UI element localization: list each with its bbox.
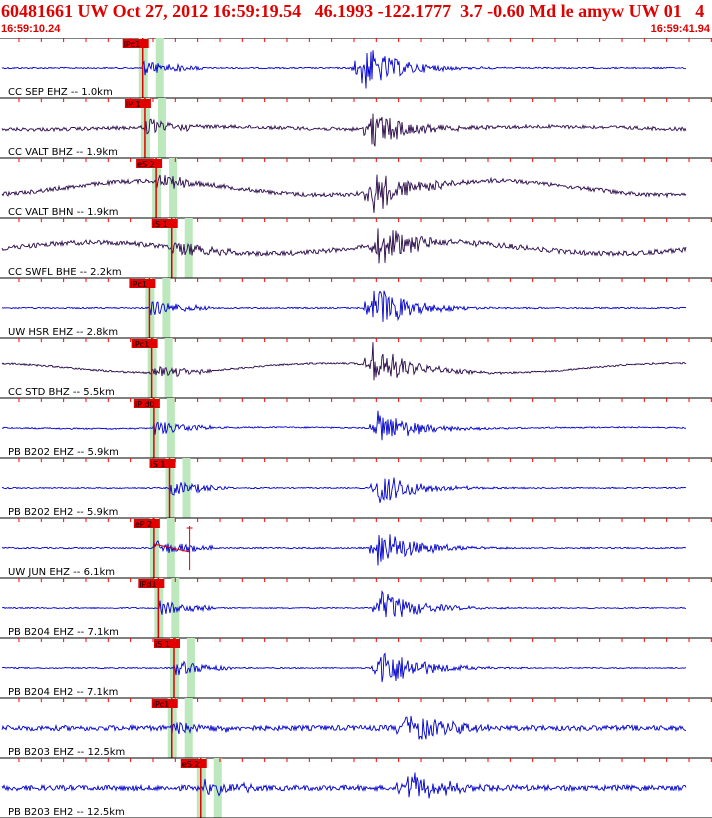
trace-row[interactable]: iP d0 PB B202 EHZ -- 5.9km (0, 397, 712, 458)
station-label: PB B204 EHZ -- 7.1km (8, 627, 119, 638)
station-label: CC VALT BHN -- 1.9km (8, 207, 119, 218)
pick-flag-label: iP 1 (126, 100, 141, 109)
pick-flag-label: iP d0 (135, 400, 155, 409)
time-ticks (18, 758, 712, 762)
time-ticks (18, 458, 712, 462)
pick-flag-label: eP 2 (135, 520, 152, 529)
pick-window (184, 218, 193, 278)
pick-flag[interactable]: iPc1 (122, 38, 149, 98)
s-marker[interactable] (153, 526, 193, 570)
end-time: 16:59:41.94 (650, 23, 710, 35)
waveform (1, 113, 687, 147)
trace-row[interactable]: iP 1 CC VALT BHZ -- 1.9km (0, 97, 712, 158)
time-ticks (18, 578, 712, 582)
pick-flag-label: iS 1 (155, 640, 170, 649)
pick-window (182, 458, 191, 518)
trace-row[interactable]: eP 2 UW JUN EHZ -- 6.1km (0, 517, 712, 578)
pick-flag[interactable]: eS 2 (136, 158, 163, 218)
pick-window (164, 338, 173, 398)
station-label: CC STD BHZ -- 5.5km (8, 387, 115, 398)
time-ticks (18, 98, 712, 102)
event-header: 60481661 UW Oct 27, 2012 16:59:19.54 46.… (0, 0, 712, 38)
time-ticks (18, 38, 712, 42)
time-ticks (18, 158, 712, 162)
waveform (1, 715, 687, 740)
pick-flag[interactable]: eS 2 (180, 758, 207, 818)
start-time: 16:59:10.24 (1, 23, 61, 35)
time-ticks (18, 518, 712, 522)
station-label: CC SEP EHZ -- 1.0km (8, 87, 113, 98)
trace-row[interactable]: iS 1 CC SWFL BHE -- 2.2km (0, 217, 712, 278)
station-label: PB B202 EH2 -- 5.9km (8, 507, 118, 518)
pick-window (155, 38, 164, 98)
pick-flag[interactable]: iP d0 (133, 398, 160, 458)
pick-window (166, 398, 175, 458)
trace-row[interactable]: iPc1 CC STD BHZ -- 5.5km (0, 337, 712, 398)
trace-row[interactable]: iS 1 PB B202 EH2 -- 5.9km (0, 457, 712, 518)
pick-flag-label: iS 1 (151, 460, 166, 469)
waveform (1, 342, 687, 381)
pick-flag[interactable]: iPc1 (131, 338, 158, 398)
station-label: CC SWFL BHE -- 2.2km (8, 267, 122, 278)
pick-flag[interactable]: iPc1 (151, 698, 178, 758)
waveform (1, 477, 687, 503)
trace-row[interactable]: eS 2 CC VALT BHN -- 1.9km (0, 157, 712, 218)
trace-row[interactable]: iPc1 PB B203 EHZ -- 12.5km (0, 697, 712, 758)
pick-flag-label: iPc1 (133, 340, 150, 349)
pick-flag[interactable]: iS 1 (151, 218, 178, 278)
trace-row[interactable]: iPc1 UW HSR EHZ -- 2.8km (0, 277, 712, 338)
station-label: UW HSR EHZ -- 2.8km (8, 327, 118, 338)
waveform (1, 174, 687, 213)
station-label: PB B204 EH2 -- 7.1km (8, 687, 118, 698)
station-label: CC VALT BHZ -- 1.9km (8, 147, 118, 158)
waveform (1, 772, 687, 799)
station-label: PB B203 EHZ -- 12.5km (8, 747, 125, 758)
event-title: 60481661 UW Oct 27, 2012 16:59:19.54 46.… (1, 1, 705, 21)
pick-flag[interactable]: iS 1 (149, 458, 176, 518)
station-label: PB B202 EHZ -- 5.9km (8, 447, 119, 458)
time-ticks (18, 218, 712, 222)
pick-window (213, 758, 222, 818)
pick-window (157, 98, 166, 158)
pick-flag[interactable]: iPc1 (129, 278, 156, 338)
waveform (1, 290, 687, 322)
trace-row[interactable]: eS 2 PB B203 EH2 -- 12.5km (0, 757, 712, 818)
pick-flag-label: iPc1 (153, 700, 170, 709)
station-label: UW JUN EHZ -- 6.1km (8, 567, 115, 578)
time-ticks (18, 278, 712, 282)
pick-flag-label: eS 2 (137, 160, 155, 169)
pick-flag-label: iPc1 (130, 280, 147, 289)
trace-row[interactable]: iS 1 PB B204 EH2 -- 7.1km (0, 637, 712, 698)
waveform (1, 534, 687, 566)
time-ticks (18, 638, 712, 642)
time-ticks (18, 698, 712, 702)
pick-flag-label: iPd1 (139, 580, 156, 589)
waveform (1, 50, 687, 89)
time-ticks (18, 338, 712, 342)
pick-flag[interactable]: iPd1 (138, 578, 165, 638)
trace-row[interactable]: iPc1 CC SEP EHZ -- 1.0km (0, 38, 712, 98)
pick-flag[interactable]: iP 1 (124, 98, 151, 158)
waveform (1, 228, 687, 264)
waveform (1, 652, 687, 683)
pick-flag-label: eS 2 (182, 760, 200, 769)
waveform (2, 590, 687, 618)
pick-flag-label: iS 1 (153, 220, 168, 229)
pick-flag[interactable]: eP 2 (133, 518, 160, 578)
waveform (1, 410, 687, 441)
pick-flag[interactable]: iS 1 (153, 638, 180, 698)
station-label: PB B203 EH2 -- 12.5km (8, 807, 125, 818)
trace-row[interactable]: iPd1 PB B204 EHZ -- 7.1km (0, 577, 712, 638)
seismogram-panel[interactable]: iPc1 CC SEP EHZ -- 1.0km iP 1 CC VALT BHZ -… (0, 38, 712, 818)
pick-window (162, 278, 171, 338)
time-ticks (18, 398, 712, 402)
pick-flag-label: iPc1 (124, 40, 141, 49)
pick-window (169, 158, 178, 218)
